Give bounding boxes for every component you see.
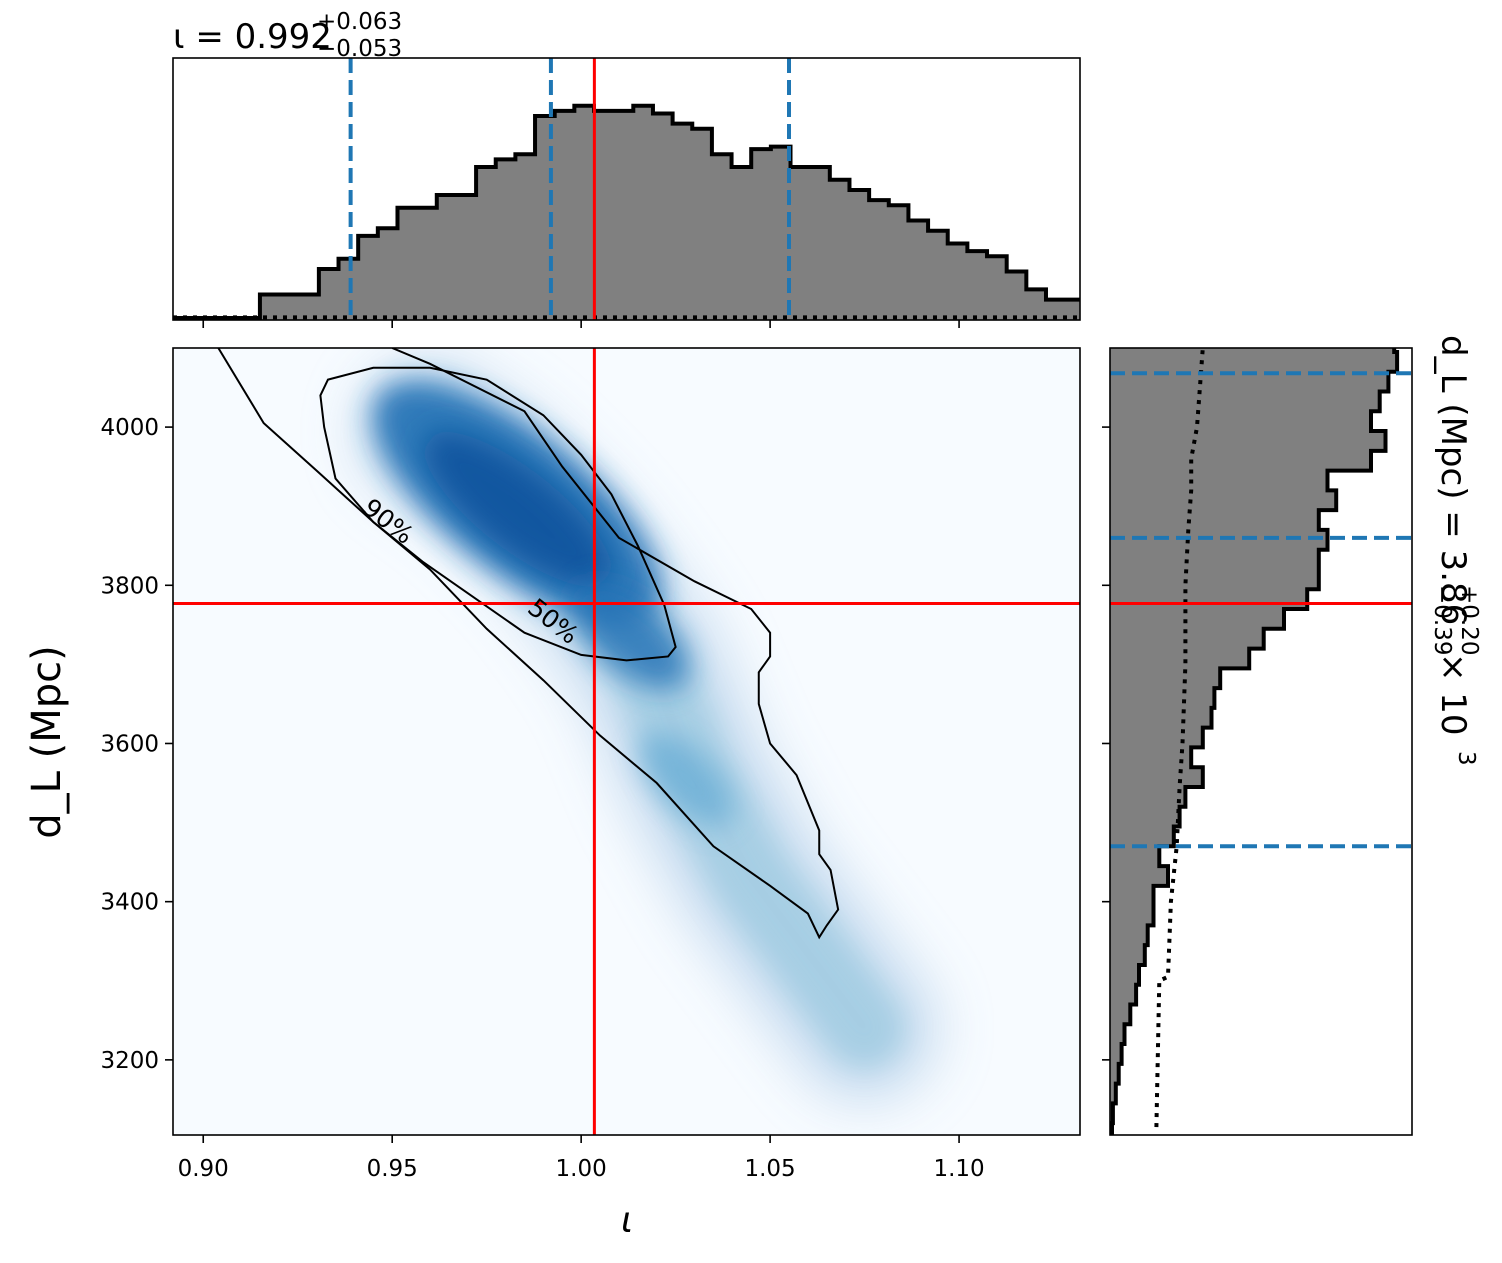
y-tick-label-0: 3200 bbox=[100, 1048, 159, 1074]
iota-histogram-fill bbox=[173, 105, 1080, 320]
contour-90-percent bbox=[217, 348, 840, 940]
distance-marginal-histogram: d_L (Mpc) = 3.86 +0.20 −0.39 × 10 3 bbox=[1102, 335, 1482, 1136]
right-panel-ticks bbox=[1102, 426, 1110, 1061]
joint-y-axis-ticks: 3200 3400 3600 3800 4000 bbox=[100, 415, 173, 1074]
density-heatmap bbox=[354, 356, 940, 1104]
y-axis-label: d_L (Mpc) bbox=[24, 645, 70, 839]
y-tick-label-1: 3400 bbox=[100, 890, 159, 916]
density-peak bbox=[423, 431, 612, 587]
iota-title-upper: +0.063 bbox=[317, 9, 402, 35]
y-tick-label-3: 3800 bbox=[100, 573, 159, 599]
y-tick-label-4: 4000 bbox=[100, 415, 159, 441]
iota-title-main: ι = 0.992 bbox=[173, 17, 332, 57]
distance-prior-line bbox=[1154, 348, 1205, 1128]
top-panel-ticks bbox=[202, 320, 960, 328]
x-tick-label-0: 0.90 bbox=[178, 1156, 229, 1182]
x-tick-label-1: 0.95 bbox=[367, 1156, 418, 1182]
density-lobe bbox=[572, 584, 689, 690]
top-panel-frame bbox=[172, 57, 1081, 321]
distance-title-lower: −0.39 bbox=[1429, 585, 1455, 655]
distance-title-upper: +0.20 bbox=[1456, 585, 1482, 655]
joint-x-axis-ticks: 0.90 0.95 1.00 1.05 1.10 bbox=[178, 1135, 985, 1182]
density-tail bbox=[640, 732, 734, 826]
distance-title-multiplier: × 10 bbox=[1433, 653, 1473, 736]
iota-histogram-outline bbox=[173, 103, 1080, 320]
contour-50-percent bbox=[319, 366, 677, 662]
joint-density-panel: 90% 50% 0.90 0.95 1.00 1.05 1.10 32003400360… bbox=[24, 347, 1081, 1241]
distance-title-exponent: 3 bbox=[1453, 751, 1479, 766]
iota-title-lower: −0.053 bbox=[317, 36, 402, 62]
joint-panel-frame bbox=[172, 347, 1081, 1136]
distance-histogram-fill bbox=[1110, 348, 1398, 1135]
distance-histogram-outline bbox=[1110, 348, 1400, 1135]
distance-title-main: d_L (Mpc) = 3.86 bbox=[1433, 335, 1473, 625]
x-tick-label-2: 1.00 bbox=[556, 1156, 607, 1182]
x-tick-label-4: 1.10 bbox=[933, 1156, 984, 1182]
x-tick-label-3: 1.05 bbox=[744, 1156, 795, 1182]
distance-title: d_L (Mpc) = 3.86 +0.20 −0.39 × 10 3 bbox=[1429, 335, 1482, 766]
iota-marginal-histogram: ι = 0.992 +0.063 −0.053 bbox=[172, 9, 1081, 328]
iota-title: ι = 0.992 bbox=[173, 17, 332, 57]
x-axis-label: ι bbox=[621, 1200, 633, 1241]
distance-quantile-lines bbox=[1110, 371, 1412, 849]
right-panel-frame bbox=[1109, 347, 1413, 1136]
y-tick-label-2: 3600 bbox=[100, 731, 159, 757]
